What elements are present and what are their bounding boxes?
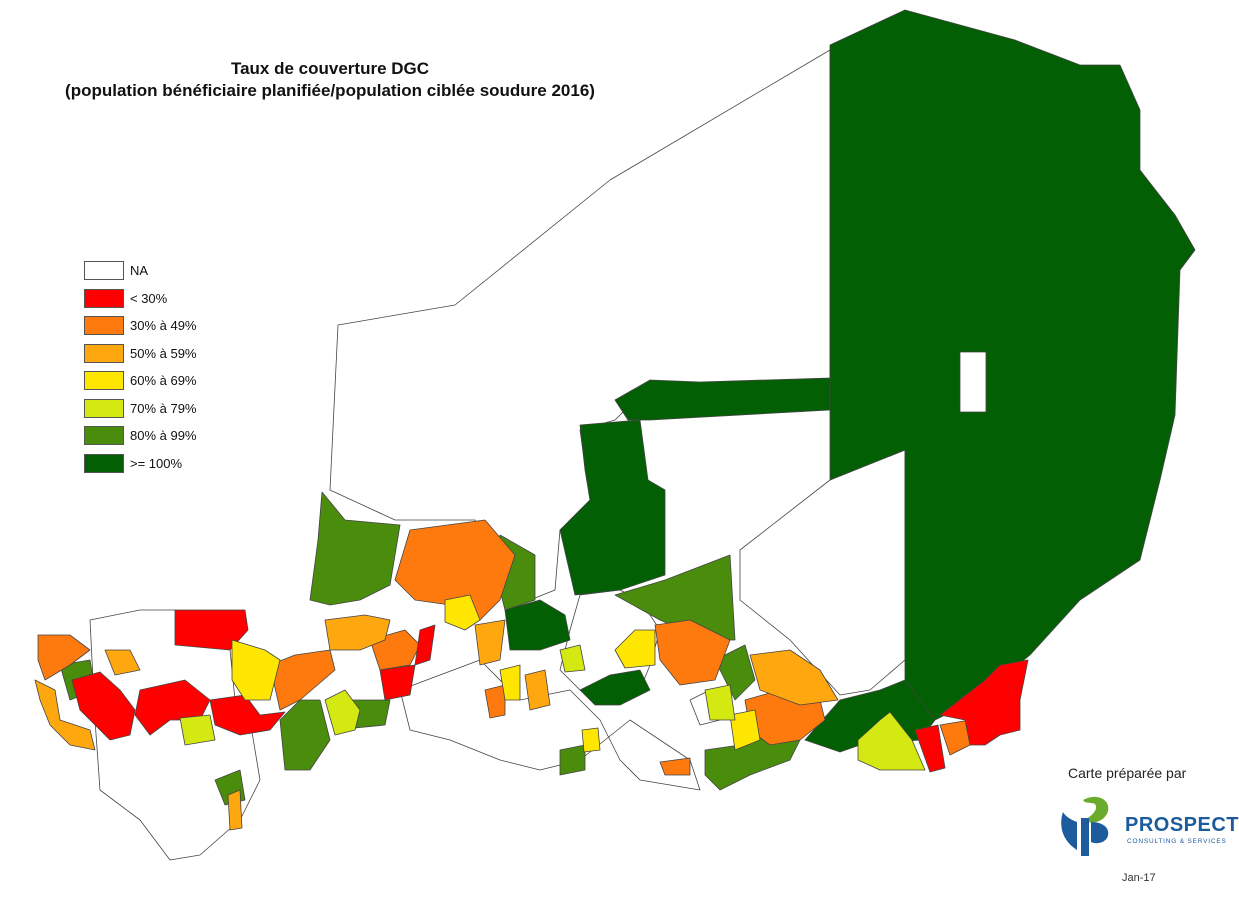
region-dgc-lt30-southeast bbox=[939, 659, 1029, 746]
legend-label: >= 100% bbox=[130, 455, 183, 471]
region-na-enclave bbox=[959, 351, 987, 413]
region-dgc-100-small bbox=[579, 669, 651, 706]
region-dgc-100-center bbox=[559, 419, 666, 596]
region-dgc-100-mid bbox=[504, 599, 571, 651]
region-dgc-50-west2 bbox=[104, 649, 141, 676]
region-dgc-60-mid bbox=[499, 664, 521, 701]
legend-swatch bbox=[84, 343, 124, 363]
region-dgc-80-south2 bbox=[559, 744, 586, 776]
region-dgc-50-west bbox=[34, 679, 96, 751]
legend-swatch bbox=[84, 261, 124, 280]
region-dgc-50-southwest bbox=[227, 789, 243, 831]
region-dgc-70-mid bbox=[179, 714, 216, 746]
legend-swatch bbox=[84, 371, 124, 390]
legend-swatch bbox=[84, 398, 124, 418]
legend-label: NA bbox=[130, 263, 149, 278]
legend-swatch bbox=[84, 316, 124, 335]
legend-swatch bbox=[84, 426, 124, 445]
region-dgc-30-west bbox=[37, 634, 91, 681]
region-dgc-60-south bbox=[729, 709, 761, 751]
region-dgc-60-north bbox=[444, 594, 481, 631]
prospect-logo: PROSPECT CONSULTING & SERVICES bbox=[1055, 794, 1239, 856]
region-dgc-lt30-west bbox=[71, 671, 136, 741]
region-dgc-30-south-east bbox=[939, 719, 971, 756]
region-dgc-70-southeast bbox=[857, 711, 926, 771]
region-dgc-50-east bbox=[749, 649, 839, 706]
map-title-line2: (population bénéficiaire planifiée/popul… bbox=[65, 81, 595, 100]
map-date: Jan-17 bbox=[1122, 872, 1156, 884]
region-dgc-60-west bbox=[231, 639, 281, 701]
region-dgc-80-west bbox=[279, 699, 331, 771]
region-dgc-50-small bbox=[524, 669, 551, 711]
region-dgc-80-northwest bbox=[309, 491, 401, 606]
logo-company-subtitle: CONSULTING & SERVICES bbox=[1127, 838, 1227, 845]
region-dgc-lt30-north bbox=[174, 609, 249, 651]
legend-label: 50% à 59% bbox=[130, 345, 197, 361]
region-dgc-30-east bbox=[654, 619, 731, 686]
legend-swatch bbox=[84, 453, 124, 473]
prospect-leaf-icon bbox=[1061, 796, 1109, 856]
credit-prepared-by: Carte préparée par bbox=[1068, 765, 1187, 781]
legend-label: 80% à 99% bbox=[130, 428, 197, 443]
region-dgc-30-south bbox=[659, 757, 691, 776]
region-dgc-60-south2 bbox=[581, 727, 601, 753]
region-dgc-70-west bbox=[324, 689, 361, 736]
region-dgc-60-east bbox=[614, 629, 656, 669]
region-dgc-80-east bbox=[614, 554, 736, 641]
region-dgc-lt30-center2 bbox=[414, 624, 436, 666]
legend-label: 70% à 79% bbox=[130, 400, 197, 416]
region-na-south bbox=[399, 659, 701, 791]
region-dgc-50-mid bbox=[324, 614, 391, 651]
legend-label: 30% à 49% bbox=[130, 318, 197, 333]
region-dgc-50-north bbox=[474, 619, 506, 666]
legend-label: < 30% bbox=[130, 290, 168, 306]
legend-swatch bbox=[84, 288, 124, 308]
region-dgc-lt30-center bbox=[379, 664, 416, 701]
legend-label: 60% à 69% bbox=[130, 373, 197, 388]
map-title-line1: Taux de couverture DGC bbox=[230, 59, 430, 78]
region-dgc-70-east bbox=[704, 684, 736, 721]
map-title: Taux de couverture DGC (population bénéf… bbox=[0, 58, 660, 102]
region-dgc-100-corridor bbox=[614, 377, 831, 421]
logo-company-name: PROSPECT bbox=[1125, 814, 1239, 836]
region-dgc-30-small bbox=[484, 684, 506, 719]
region-dgc-30-west2 bbox=[269, 649, 336, 711]
region-dgc-lt30-southeast2 bbox=[914, 724, 946, 773]
region-dgc-70-north bbox=[559, 644, 586, 673]
